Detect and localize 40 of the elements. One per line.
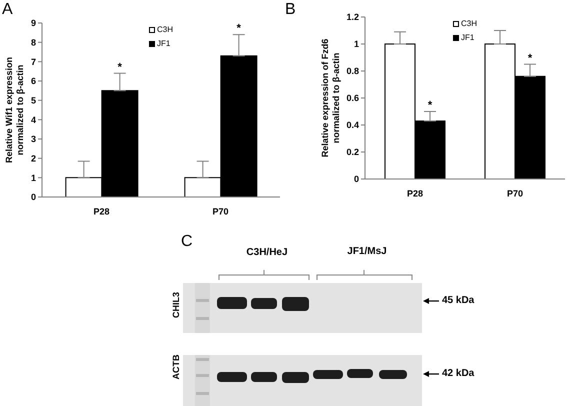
text: C xyxy=(181,233,193,251)
y-tick-label: 9 xyxy=(30,18,36,28)
y-tick-label: 0 xyxy=(30,192,36,202)
y-tick-label: 0.2 xyxy=(346,147,359,158)
text: JF1/MsJ xyxy=(347,246,387,258)
y-tick-label: 3 xyxy=(30,134,36,144)
legend-label: JF1 xyxy=(156,39,170,49)
y-tick-label: 6 xyxy=(30,76,36,86)
x-tick-label: P28 xyxy=(406,188,424,198)
text: 42 kDa xyxy=(442,368,474,380)
y-tick-label: 4 xyxy=(30,114,36,125)
legend-label: C3H xyxy=(460,19,478,29)
y-tick-label: 0.4 xyxy=(346,120,359,130)
chart-title: B xyxy=(285,1,296,19)
chart-title: A xyxy=(2,1,13,19)
y-tick-label: 0 xyxy=(354,174,359,184)
y-axis-title: Relative Wif1 expression normalized to β-actin xyxy=(4,56,26,165)
text: 45 kDa xyxy=(442,295,474,307)
y-tick-label: 1.2 xyxy=(346,12,359,22)
text: ACTB xyxy=(170,354,182,380)
y-tick-label: 8 xyxy=(30,38,36,48)
text: CHIL3 xyxy=(170,292,182,318)
legend-label: C3H xyxy=(156,25,174,35)
x-tick-label: P70 xyxy=(212,206,229,216)
data-label: * xyxy=(428,100,433,112)
y-tick-label: 7 xyxy=(30,56,36,67)
y-tick-label: 5 xyxy=(30,96,36,106)
legend-label: JF1 xyxy=(460,33,474,43)
x-tick-label: P28 xyxy=(93,206,110,216)
text: C3H/HeJ xyxy=(246,247,288,259)
data-label: * xyxy=(118,61,123,74)
x-tick-label: P70 xyxy=(506,188,524,198)
y-axis-title: Relative expression of Fzd6 normalized to β-actin xyxy=(320,38,342,160)
y-tick-label: 1 xyxy=(354,39,359,50)
data-label: * xyxy=(528,52,533,64)
data-label: * xyxy=(236,22,242,35)
y-tick-label: 1 xyxy=(30,172,36,183)
y-tick-label: 0.6 xyxy=(346,93,359,104)
y-tick-label: 2 xyxy=(30,154,36,164)
y-tick-label: 0.8 xyxy=(346,66,359,76)
